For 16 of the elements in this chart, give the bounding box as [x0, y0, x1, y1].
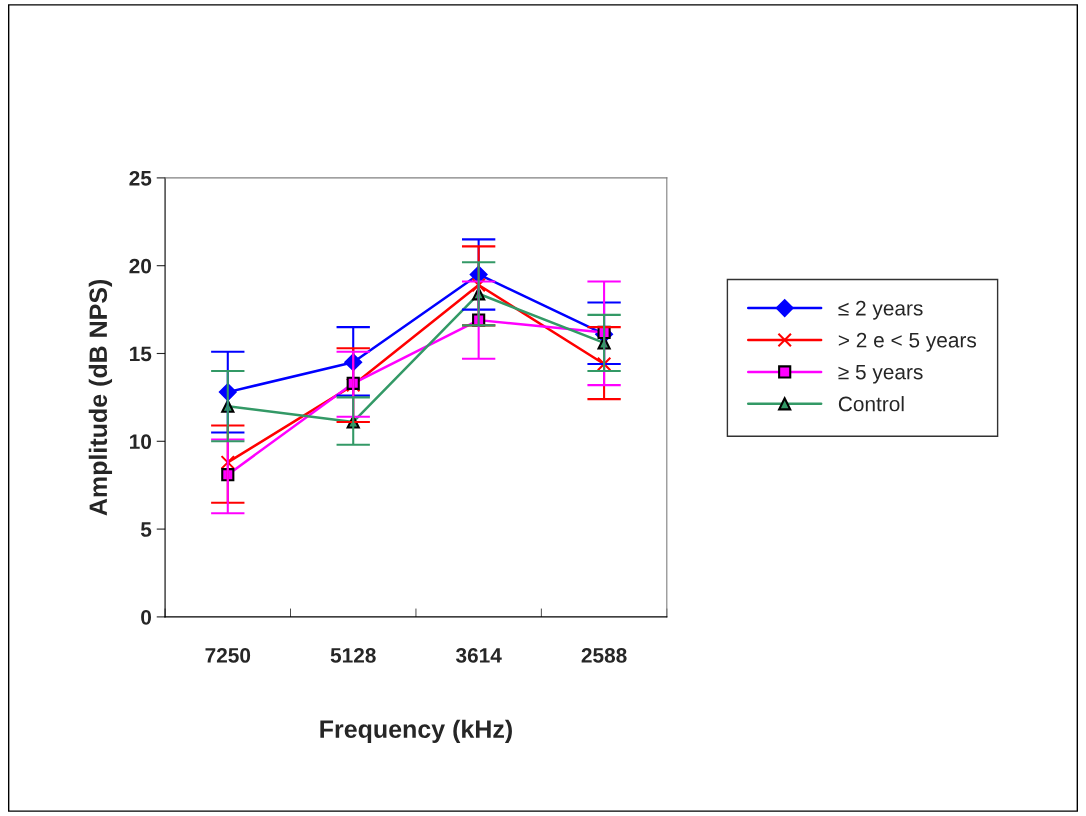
x-tick-label: 5128 — [330, 648, 376, 663]
y-tick-label: 10 — [130, 434, 152, 450]
legend-label: ≤ 2 years — [838, 300, 923, 320]
legend-label: > 2 e < 5 years — [838, 332, 977, 352]
x-tick-label: 3614 — [455, 648, 502, 663]
legend-label: Control — [838, 396, 904, 412]
y-tick-label: 25 — [129, 170, 152, 186]
y-tick-label: 20 — [129, 258, 152, 274]
legend-label: ≥ 5 years — [838, 364, 923, 384]
y-tick-label: 15 — [130, 346, 152, 362]
x-axis-title: Frequency (kHz) — [320, 719, 512, 743]
x-tick-label: 2588 — [581, 648, 627, 663]
y-axis-title: Amplitude (dB NPS) — [88, 279, 113, 516]
y-tick-label: 0 — [141, 609, 152, 625]
x-tick-label: 7250 — [205, 648, 251, 663]
y-tick-label: 5 — [140, 522, 152, 537]
